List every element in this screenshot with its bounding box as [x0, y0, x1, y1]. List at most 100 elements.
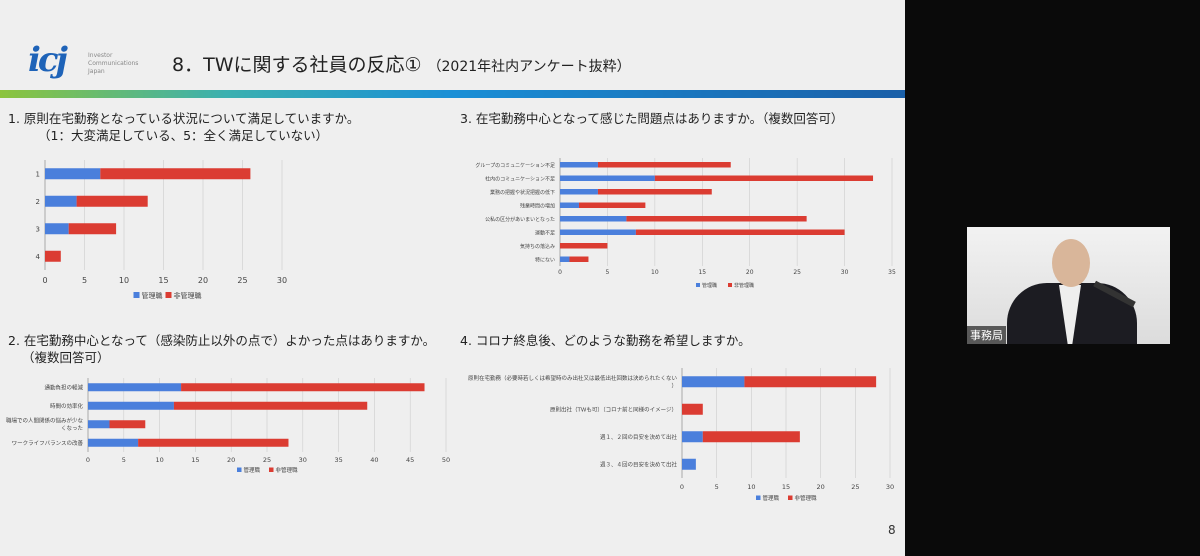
legend-label: 非管理職 [276, 466, 299, 474]
bar-non-manager [138, 438, 289, 447]
bar-non-manager [597, 189, 712, 195]
x-tick-label: 5 [122, 456, 126, 464]
category-label: 原則出社（TWも可）（コロナ前と同様のイメージ） [550, 405, 677, 413]
x-tick-label: 20 [817, 483, 825, 491]
x-tick-label: 20 [198, 276, 208, 285]
x-tick-label: 35 [334, 456, 342, 464]
category-label: 職場での人間関係の悩みが少な [6, 417, 84, 425]
category-label: 時間の効率化 [50, 402, 84, 410]
question-text: 1. 原則在宅勤務となっている状況について満足していますか。 [8, 111, 360, 126]
legend-swatch [269, 467, 274, 472]
legend-label: 非管理職 [734, 282, 754, 289]
x-tick-label: 25 [237, 276, 247, 285]
question-text: 2. 在宅勤務中心となって（感染防止以外の点で）よかった点はありますか。 [8, 333, 436, 348]
x-tick-label: 5 [606, 269, 610, 276]
x-tick-label: 40 [370, 456, 378, 464]
x-tick-label: 15 [698, 269, 706, 276]
title-sub: （2021年社内アンケート抜粋） [427, 59, 631, 75]
x-tick-label: 30 [886, 483, 894, 491]
category-label: 1 [36, 171, 40, 179]
x-tick-label: 15 [782, 483, 790, 491]
x-tick-label: 0 [558, 269, 562, 276]
legend-swatch [728, 283, 732, 287]
x-tick-label: 20 [227, 456, 235, 464]
legend-swatch [165, 292, 172, 298]
legend-label: 管理職 [142, 291, 163, 300]
bar-non-manager [181, 383, 425, 392]
bar-non-manager [626, 216, 807, 222]
bar-non-manager [744, 376, 877, 388]
x-tick-label: 30 [299, 456, 307, 464]
bar-non-manager [682, 403, 703, 415]
presentation-slide: icj Investor Communications Japan 8．TWに関… [0, 0, 905, 556]
x-tick-label: 25 [851, 483, 859, 491]
bar-non-manager [109, 420, 146, 429]
x-tick-label: 0 [680, 483, 684, 491]
bar-manager [88, 420, 110, 429]
x-tick-label: 15 [191, 456, 199, 464]
speaker-label: 事務局 [967, 326, 1006, 344]
question-subtext: （複数回答可） [22, 350, 110, 365]
legend-swatch [788, 495, 793, 500]
bar-manager [682, 376, 745, 388]
bar-non-manager [654, 175, 874, 181]
bar-manager [560, 216, 627, 222]
bar-manager [45, 168, 101, 180]
bar-non-manager [76, 195, 148, 207]
x-tick-label: 10 [119, 276, 129, 285]
x-tick-label: 30 [841, 269, 849, 276]
category-label: くなった [61, 425, 83, 432]
bar-manager [45, 223, 69, 235]
x-tick-label: 0 [86, 456, 90, 464]
logo-subtext: Investor Communications Japan [88, 52, 138, 76]
legend-swatch [696, 283, 700, 287]
bar-manager [45, 195, 77, 207]
category-label: 社内のコミュニケーション不足 [485, 175, 555, 182]
category-label: ） [671, 383, 677, 390]
legend-label: 管理職 [244, 466, 261, 474]
category-label: 週１、２回の目安を決めて出社 [600, 433, 678, 441]
logo-line: Investor [88, 52, 113, 59]
bar-manager [560, 256, 570, 262]
category-label: 特にない [535, 256, 555, 263]
legend-swatch [756, 495, 761, 500]
category-label: 2 [36, 198, 40, 206]
question-1: 1. 原則在宅勤務となっている状況について満足していますか。 （1：大変満足してい… [8, 110, 359, 144]
title-main: 8．TWに関する社員の反応① [172, 54, 422, 76]
category-label: 運動不足 [535, 229, 555, 236]
question-4: 4. コロナ終息後、どのような勤務を希望しますか。 [460, 333, 751, 348]
bar-manager [560, 202, 579, 208]
x-tick-label: 10 [155, 456, 163, 464]
x-tick-label: 15 [158, 276, 168, 285]
question-3: 3. 在宅勤務中心となって感じた問題点はありますか。（複数回答可） [460, 111, 844, 126]
bar-non-manager [45, 250, 61, 262]
category-label: ワークライフバランスの改善 [12, 439, 84, 447]
category-label: 残業時間の増加 [520, 202, 555, 209]
legend-label: 非管理職 [174, 291, 202, 300]
x-tick-label: 0 [42, 276, 47, 285]
logo-line: Communications [88, 60, 139, 67]
page-number: 8 [888, 523, 896, 537]
question-2: 2. 在宅勤務中心となって（感染防止以外の点で）よかった点はありますか。 （複数回… [8, 332, 435, 366]
bar-manager [88, 383, 182, 392]
bar-non-manager [569, 256, 589, 262]
category-label: 気持ちの落込み [520, 243, 555, 250]
x-tick-label: 5 [82, 276, 87, 285]
x-tick-label: 45 [406, 456, 414, 464]
bar-manager [560, 175, 655, 181]
bar-non-manager [597, 162, 731, 168]
legend-swatch [237, 467, 242, 472]
category-label: グループのコミュニケーション不足 [475, 162, 555, 169]
bar-non-manager [68, 223, 117, 235]
icj-logo: icj Investor Communications Japan [28, 40, 168, 84]
bar-manager [682, 431, 703, 443]
logo-mark: icj [28, 40, 68, 80]
bar-manager [682, 458, 696, 470]
bar-manager [88, 438, 139, 447]
logo-line: Japan [88, 68, 105, 75]
legend-label: 管理職 [763, 494, 780, 502]
bar-manager [560, 162, 598, 168]
x-tick-label: 25 [793, 269, 801, 276]
speaker-video: 事務局 [967, 227, 1170, 344]
slide-title: 8．TWに関する社員の反応① （2021年社内アンケート抜粋） [172, 50, 631, 77]
